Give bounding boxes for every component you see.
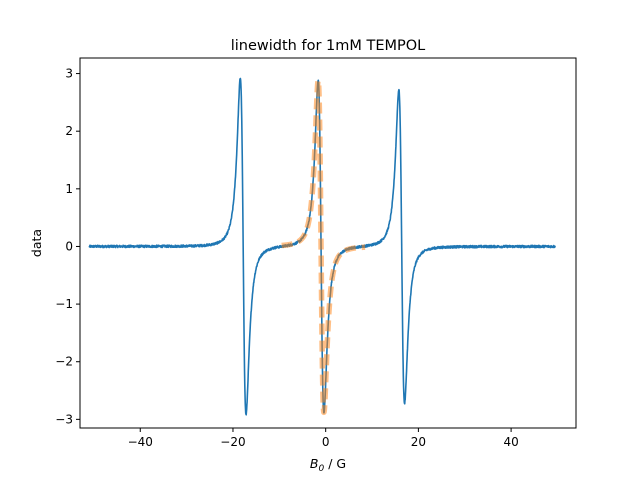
chart-title: linewidth for 1mM TEMPOL [231, 38, 426, 54]
y-axis-ticks: −3 −2 −1 0 1 2 3 [55, 67, 80, 426]
x-tick-label: −20 [220, 435, 245, 449]
y-tick-label: 3 [65, 67, 73, 81]
y-tick-label: −3 [55, 412, 73, 426]
y-axis-label: data [29, 229, 44, 257]
y-tick-label: −1 [55, 297, 73, 311]
y-tick-label: 1 [65, 182, 73, 196]
y-tick-label: 2 [65, 124, 73, 138]
plot-area [88, 77, 556, 416]
x-tick-label: −40 [128, 435, 153, 449]
y-tick-label: 0 [65, 239, 73, 253]
x-axis-ticks: −40 −20 0 20 40 [128, 428, 519, 449]
x-tick-label: 0 [322, 435, 330, 449]
x-tick-label: 20 [411, 435, 426, 449]
axes-frame [79, 57, 577, 429]
data-series-line [88, 77, 556, 416]
y-tick-label: −2 [55, 355, 73, 369]
x-tick-label: 40 [503, 435, 518, 449]
fit-series-line [279, 77, 368, 416]
x-axis-label: B0 / G [310, 456, 346, 474]
